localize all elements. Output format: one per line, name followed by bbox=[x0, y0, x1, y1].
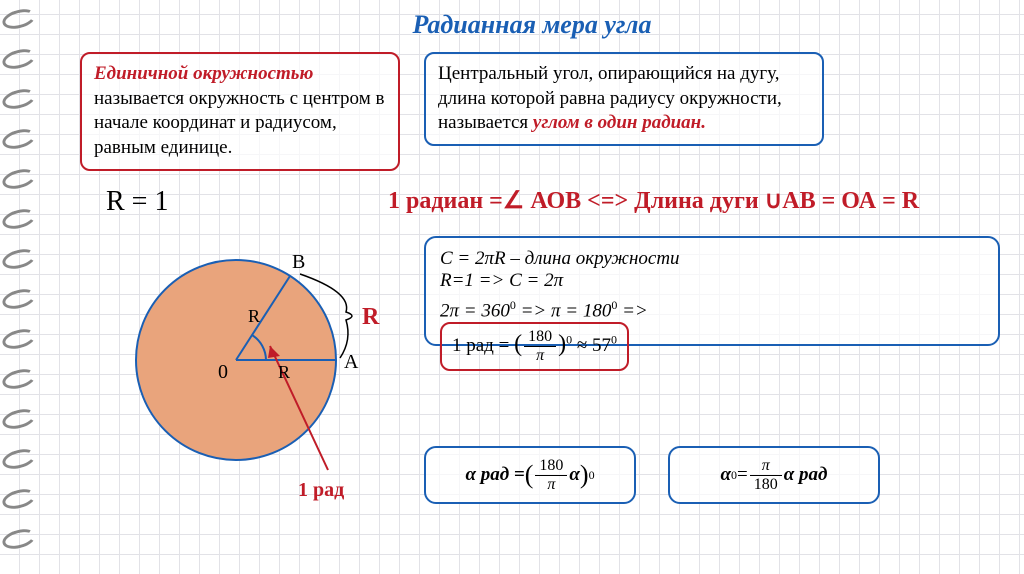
conv2-eq: = bbox=[737, 464, 748, 486]
circle-svg: 0 A B R R R 1 рад bbox=[108, 230, 388, 520]
arc-label-r: R bbox=[362, 304, 380, 330]
circle-diagram: 0 A B R R R 1 рад bbox=[108, 230, 388, 510]
r-equals-one: R = 1 bbox=[106, 186, 168, 218]
radian-degree-highlight: 1 рад = (180π)0 ≈ 570 bbox=[440, 322, 629, 371]
definition-unit-circle: Единичной окружностью называется окружно… bbox=[80, 52, 400, 171]
page-content: Радианная мера угла Единичной окружность… bbox=[48, 0, 1016, 574]
radian-headline: 1 радиан =∠ АОВ <=> Длина дуги ∪АВ = ОА … bbox=[388, 186, 919, 215]
definition-radian: Центральный угол, опирающийся на дугу, д… bbox=[424, 52, 824, 146]
label-r2: R bbox=[248, 306, 260, 326]
conv2-post: α рад bbox=[784, 464, 828, 486]
conv1-frac: 180π bbox=[535, 457, 567, 494]
conv2-alpha: α bbox=[721, 464, 732, 486]
label-b: B bbox=[292, 251, 305, 273]
frac-180-pi: 180π bbox=[524, 328, 556, 365]
formula-line3: 2π = 3600 => π = 1800 => bbox=[440, 298, 984, 322]
term-unit-circle: Единичной окружностью bbox=[94, 63, 313, 84]
term-radian: углом в один радиан. bbox=[533, 112, 706, 133]
conv1-alpha: α bbox=[569, 464, 580, 486]
conv1-pre: α рад = bbox=[465, 464, 524, 486]
formula-derivation: C = 2πR – длина окружности R=1 => C = 2π… bbox=[424, 236, 1000, 346]
page-title: Радианная мера угла bbox=[48, 0, 1016, 40]
conv2-frac: π180 bbox=[750, 457, 782, 494]
label-o: 0 bbox=[218, 361, 228, 383]
h-pre: 1 рад = bbox=[452, 335, 514, 356]
one-rad-label: 1 рад bbox=[298, 479, 344, 501]
spiral-binding bbox=[0, 0, 40, 574]
conversion-deg-to-rad: α0 = π180 α рад bbox=[668, 446, 880, 504]
label-a: A bbox=[344, 351, 359, 373]
def1-text: называется окружность с центром в начале… bbox=[94, 88, 384, 158]
conversion-rad-to-deg: α рад = (180π α)0 bbox=[424, 446, 636, 504]
formula-line1: C = 2πR – длина окружности bbox=[440, 248, 984, 270]
formula-line2: R=1 => C = 2π bbox=[440, 270, 984, 292]
label-r1: R bbox=[278, 362, 290, 382]
h-post: ≈ 57 bbox=[577, 335, 611, 356]
